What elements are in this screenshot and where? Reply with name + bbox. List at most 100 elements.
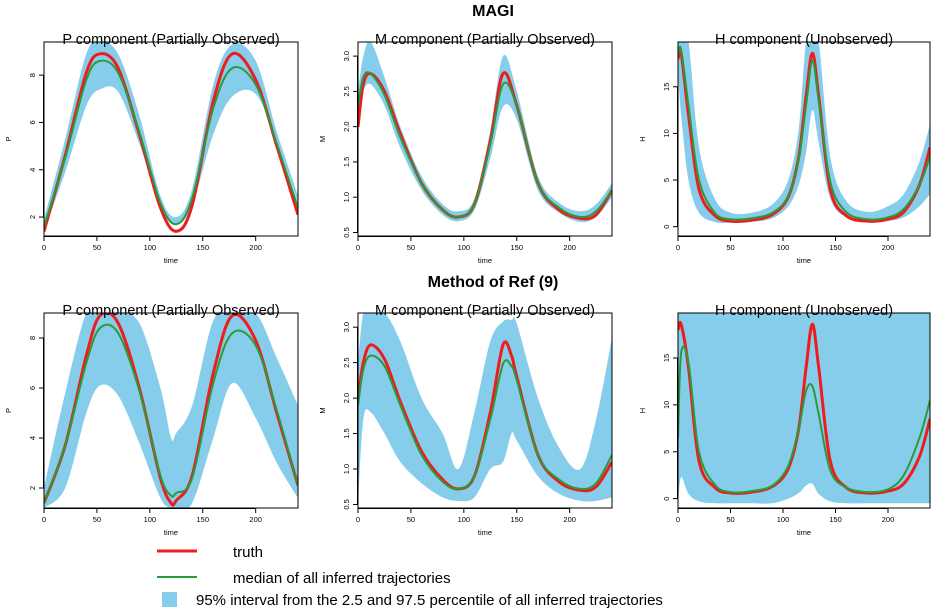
- truth-line: [44, 313, 298, 507]
- interval-band: [678, 313, 930, 505]
- interval-band: [678, 42, 930, 224]
- y-tick-label: 10: [662, 129, 671, 137]
- y-axis-label: P: [4, 408, 13, 413]
- y-axis-label: M: [318, 407, 327, 413]
- x-tick-label: 200: [882, 515, 895, 524]
- median-line: [678, 345, 930, 494]
- x-tick-label: 150: [510, 515, 523, 524]
- x-tick-label: 200: [563, 243, 576, 252]
- truth-line: [44, 51, 298, 233]
- panel-title: H component (Unobserved): [715, 303, 893, 319]
- y-tick-label: 10: [662, 401, 671, 409]
- y-tick-label: 6: [28, 386, 37, 390]
- truth-line: [678, 320, 930, 495]
- x-tick-label: 100: [144, 515, 157, 524]
- x-tick-label: 100: [144, 243, 157, 252]
- y-tick-label: 4: [28, 168, 37, 172]
- x-tick-label: 50: [93, 515, 101, 524]
- x-tick-label: 100: [777, 243, 790, 252]
- x-tick-label: 50: [407, 243, 415, 252]
- x-tick-label: 50: [726, 515, 734, 524]
- y-tick-label: 1.0: [342, 464, 351, 474]
- x-tick-label: 150: [829, 515, 842, 524]
- x-tick-label: 200: [249, 243, 262, 252]
- x-tick-label: 200: [563, 515, 576, 524]
- interval-band: [44, 313, 298, 508]
- x-tick-label: 50: [407, 515, 415, 524]
- x-axis-label: time: [797, 528, 811, 537]
- legend-median-label: median of all inferred trajectories: [233, 570, 451, 587]
- x-tick-label: 200: [882, 243, 895, 252]
- truth-line: [358, 71, 612, 221]
- y-tick-label: 1.0: [342, 192, 351, 202]
- median-line: [358, 71, 612, 219]
- plot-frame: [357, 41, 613, 237]
- legend-interval-label: 95% interval from the 2.5 and 97.5 perce…: [196, 592, 663, 609]
- x-axis-label: time: [164, 528, 178, 537]
- x-tick-label: 0: [356, 243, 360, 252]
- y-tick-label: 2.0: [342, 393, 351, 403]
- median-line: [358, 354, 612, 491]
- x-tick-label: 150: [510, 243, 523, 252]
- y-tick-label: 1.5: [342, 157, 351, 167]
- x-tick-label: 50: [726, 243, 734, 252]
- x-axis-label: time: [164, 256, 178, 265]
- y-tick-label: 6: [28, 120, 37, 124]
- interval-band: [358, 42, 612, 223]
- y-tick-label: 4: [28, 436, 37, 440]
- y-tick-label: 3.0: [342, 51, 351, 61]
- y-tick-label: 1.5: [342, 428, 351, 438]
- panel-ref9-m: M component (Partially Observed) 0 50 100 15…: [318, 303, 613, 537]
- panel-magi-p: P component (Partially Observed) 0 50 100 15…: [4, 32, 299, 265]
- y-tick-label: 8: [28, 336, 37, 340]
- y-tick-label: 0: [662, 497, 671, 501]
- panel-title: P component (Partially Observed): [62, 32, 279, 48]
- y-tick-label: 15: [662, 83, 671, 91]
- y-axis-label: P: [4, 136, 13, 141]
- y-tick-label: 2.5: [342, 357, 351, 367]
- y-tick-label: 0.5: [342, 499, 351, 509]
- x-tick-label: 0: [42, 243, 46, 252]
- panel-magi-m: M component (Partially Observed) 0 50 100 15…: [318, 32, 613, 265]
- y-axis-label: M: [318, 136, 327, 142]
- y-axis-label: H: [638, 408, 647, 413]
- x-tick-label: 150: [829, 243, 842, 252]
- y-tick-label: 15: [662, 354, 671, 362]
- legend: truth median of all inferred trajectorie…: [157, 544, 663, 609]
- panel-title: H component (Unobserved): [715, 32, 893, 48]
- y-tick-label: 3.0: [342, 322, 351, 332]
- median-line: [44, 323, 298, 504]
- x-tick-label: 50: [93, 243, 101, 252]
- x-axis-label: time: [478, 528, 492, 537]
- y-tick-label: 8: [28, 73, 37, 77]
- section-title-ref9: Method of Ref (9): [428, 274, 559, 291]
- x-tick-label: 0: [42, 515, 46, 524]
- legend-truth-label: truth: [233, 544, 263, 561]
- panel-title: M component (Partially Observed): [375, 303, 595, 319]
- panel-magi-h: H component (Unobserved)0 50 100 150 200time…: [638, 32, 931, 265]
- panel-title: M component (Partially Observed): [375, 32, 595, 48]
- x-tick-label: 100: [458, 243, 471, 252]
- x-tick-label: 200: [249, 515, 262, 524]
- x-axis-label: time: [797, 256, 811, 265]
- y-tick-label: 0.5: [342, 227, 351, 237]
- median-line: [44, 59, 298, 227]
- x-tick-label: 100: [458, 515, 471, 524]
- y-tick-label: 2: [28, 215, 37, 219]
- x-tick-label: 0: [676, 515, 680, 524]
- panels-grid: P component (Partially Observed)0 50 100 15…: [4, 32, 931, 537]
- y-tick-label: 5: [662, 178, 671, 182]
- x-tick-label: 0: [676, 243, 680, 252]
- interval-band: [358, 313, 612, 505]
- y-tick-label: 5: [662, 450, 671, 454]
- panel-ref9-h: H component (Unobserved)0 50 100 150 200time…: [638, 303, 931, 537]
- y-tick-label: 0: [662, 225, 671, 229]
- section-title-magi: MAGI: [472, 3, 514, 20]
- legend-interval-swatch: [162, 592, 177, 607]
- y-tick-label: 2: [28, 486, 37, 490]
- x-tick-label: 100: [777, 515, 790, 524]
- y-tick-label: 2.0: [342, 121, 351, 131]
- panel-title: P component (Partially Observed): [62, 303, 279, 319]
- median-line: [678, 45, 930, 221]
